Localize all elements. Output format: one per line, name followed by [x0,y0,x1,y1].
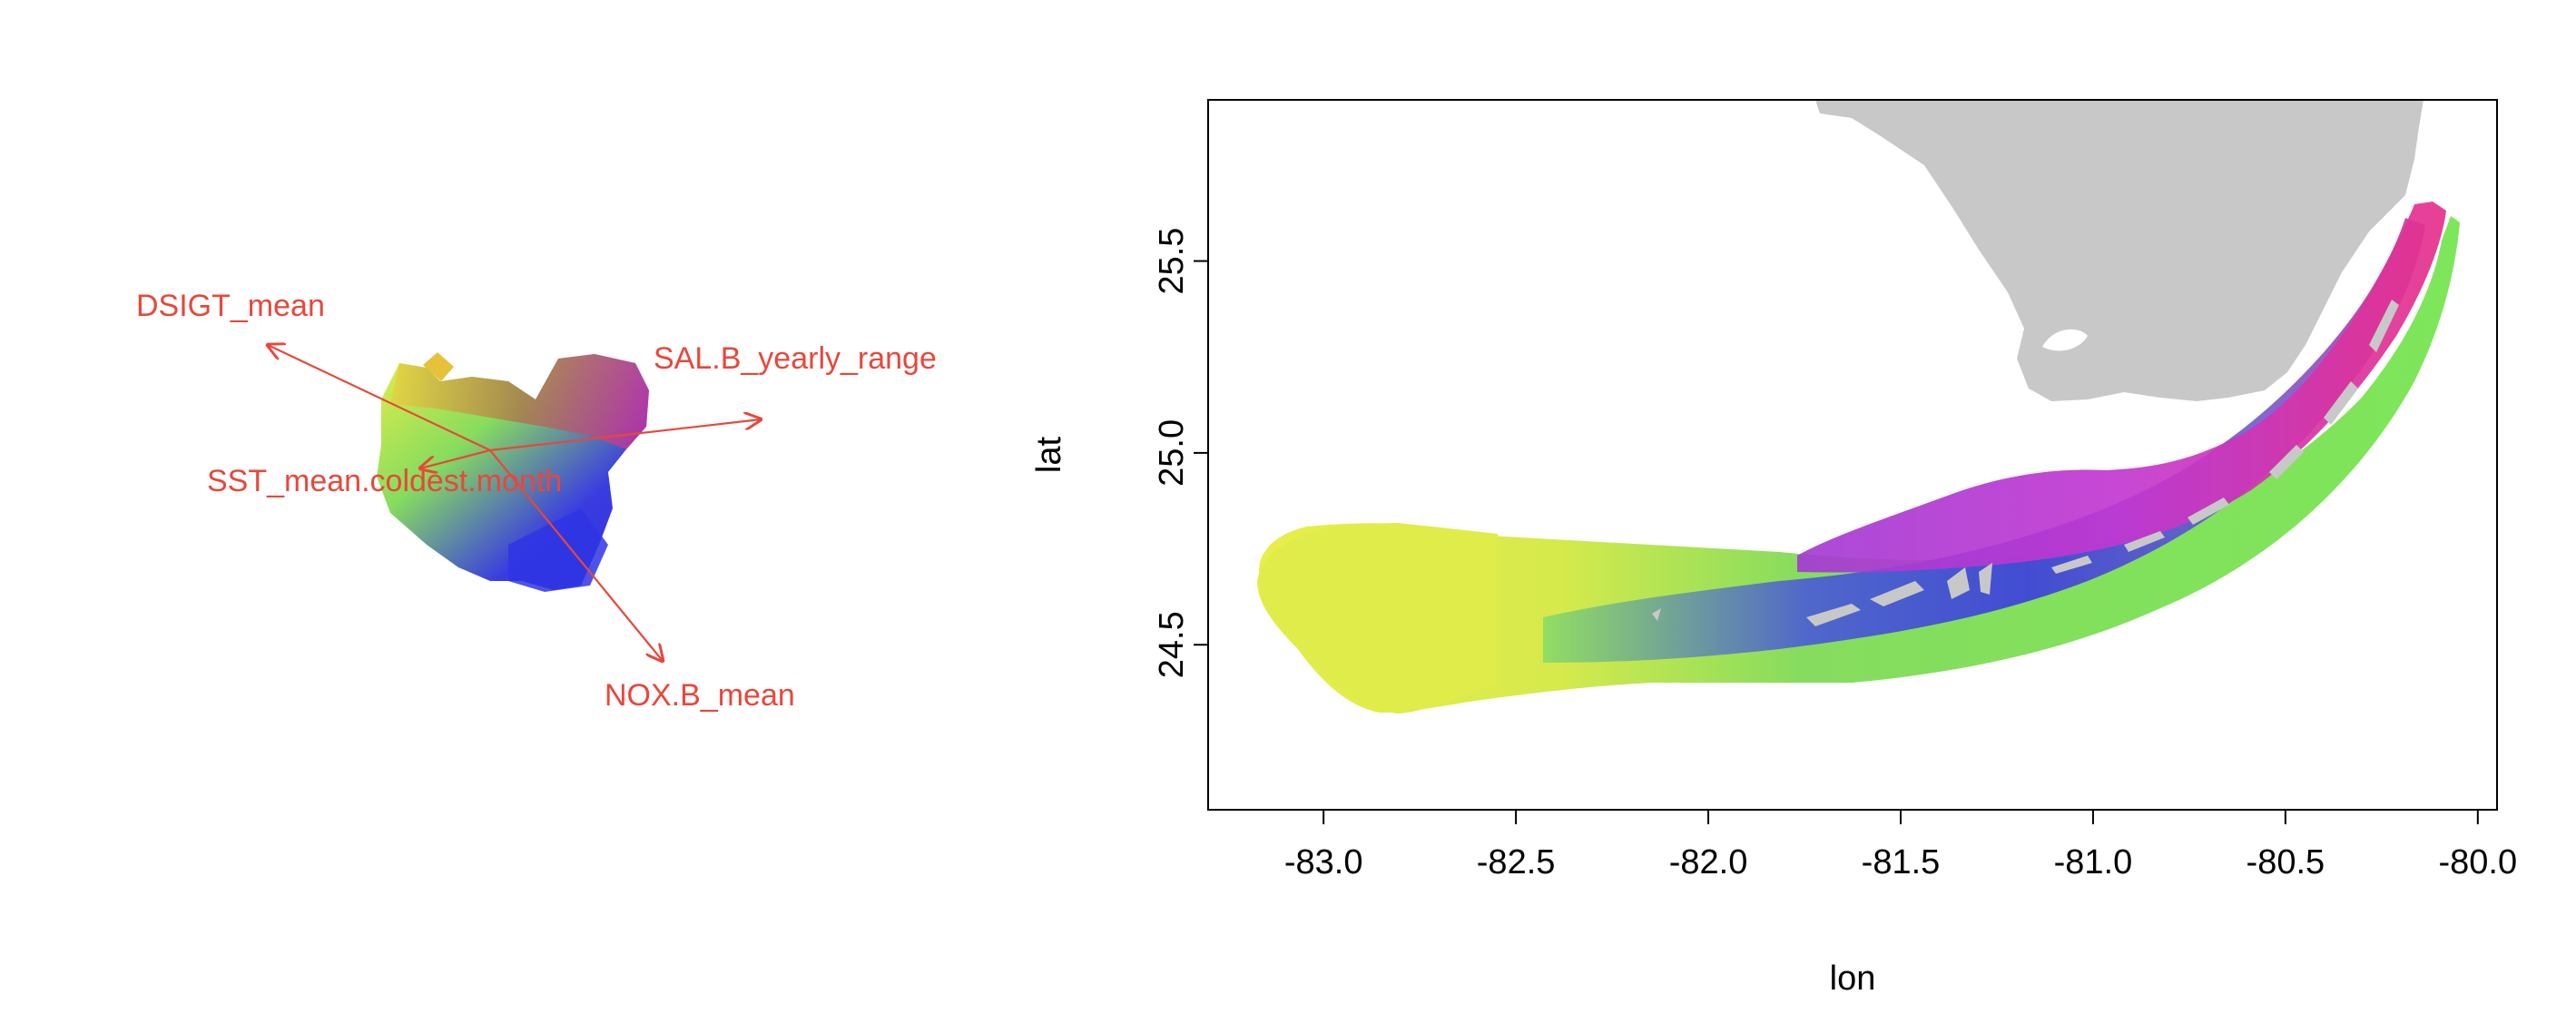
biplot-arrow-label-sst: SST_mean.coldest.month [207,464,562,498]
reef-tract-outer-band [1259,216,2460,713]
x-tick-label: -81.0 [2054,843,2133,881]
y-tick-label: 24.5 [1153,611,1191,678]
biplot-point-cloud [377,352,649,592]
x-tick-label: -82.5 [1477,843,1556,881]
x-tick-label: -81.5 [1862,843,1941,881]
biplot-arrow-dsigt [268,345,491,451]
x-tick-label: -80.0 [2438,843,2517,881]
y-axis: 24.5 25.0 25.5 [1153,228,1209,678]
y-tick-label: 25.0 [1153,419,1191,487]
biplot-arrows: DSIGT_mean SAL.B_yearly_range SST_mean.col… [136,289,937,713]
biplot-arrow-label-dsigt: DSIGT_mean [136,289,325,323]
x-axis-label: lon [1830,960,1876,998]
biplot-panel: DSIGT_mean SAL.B_yearly_range SST_mean.col… [136,289,937,713]
biplot-arrow-nox [489,449,663,661]
x-tick-label: -80.5 [2247,843,2325,881]
northern-shelf-region [1797,202,2446,573]
x-tick-label: -82.0 [1669,843,1748,881]
x-axis: -83.0 -82.5 -82.0 -81.5 -81.0 -80.5 -80.0 [1284,809,2517,881]
florida-keys [1652,300,2399,626]
x-tick-label: -83.0 [1284,843,1363,881]
biplot-arrow-label-nox: NOX.B_mean [605,678,795,713]
map-panel: -83.0 -82.5 -82.0 -81.5 -81.0 -80.5 -80.0 24.5… [1030,99,2517,998]
shoreline-islands-north [1868,111,1942,150]
cape-sable-inlet [2042,329,2088,351]
y-tick-label: 25.5 [1153,228,1191,295]
biplot-arrow-label-sal: SAL.B_yearly_range [654,341,937,376]
biplot-arrow-sal [489,419,761,452]
y-axis-label: lat [1030,436,1068,473]
florida-mainland [1815,100,2424,401]
western-plateau [1257,523,1498,714]
biplot-arrow-sst [420,448,491,468]
